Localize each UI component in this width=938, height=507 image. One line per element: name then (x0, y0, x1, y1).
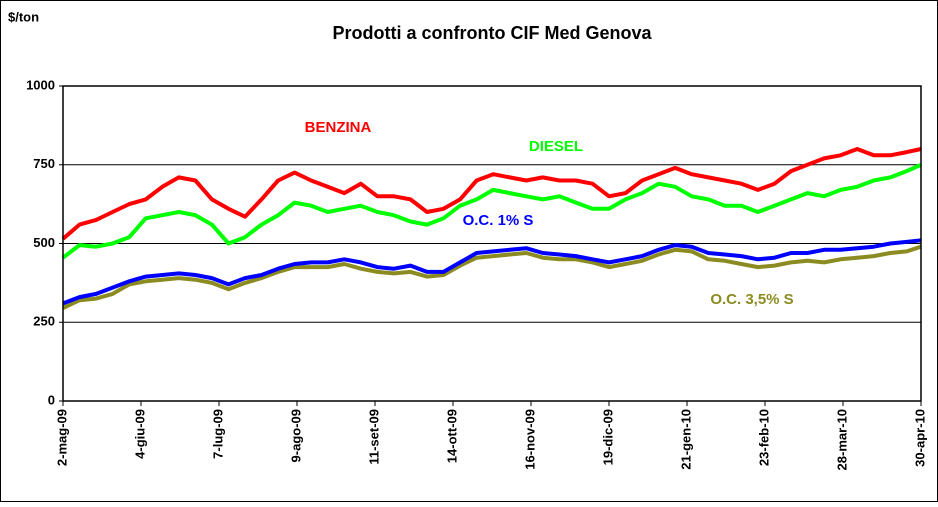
x-tick-label: 7-lug-09 (210, 409, 225, 459)
y-tick-label: 0 (48, 392, 55, 407)
series-line (61, 162, 922, 260)
y-tick-label: 1000 (26, 77, 55, 92)
x-tick-label: 28-mar-10 (834, 409, 849, 470)
x-tick-label: 21-gen-10 (678, 409, 693, 470)
x-tick-label: 16-nov-09 (522, 409, 537, 470)
series-label: O.C. 1% S (463, 212, 534, 229)
chart-title: Prodotti a confronto CIF Med Genova (333, 23, 653, 43)
y-axis-label: $/ton (8, 9, 39, 24)
y-tick-label: 250 (33, 314, 55, 329)
x-tick-label: 23-feb-10 (756, 409, 771, 466)
x-tick-label: 4-giu-09 (132, 409, 147, 459)
x-tick-label: 19-dic-09 (600, 409, 615, 465)
y-tick-label: 500 (33, 235, 55, 250)
plot-border (62, 85, 922, 402)
x-tick-label: 11-set-09 (366, 409, 381, 465)
x-tick-label: 9-ago-09 (288, 409, 303, 462)
y-tick-label: 750 (33, 156, 55, 171)
series-label: DIESEL (529, 138, 583, 155)
series-label: O.C. 3,5% S (710, 291, 793, 308)
series-line (61, 147, 922, 241)
series-line (62, 244, 922, 310)
series-line (62, 238, 922, 306)
x-tick-label: 30-apr-10 (912, 409, 927, 467)
series-label: BENZINA (305, 119, 372, 136)
x-tick-label: 2-mag-09 (54, 409, 69, 466)
x-tick-label: 14-ott-09 (444, 409, 459, 463)
